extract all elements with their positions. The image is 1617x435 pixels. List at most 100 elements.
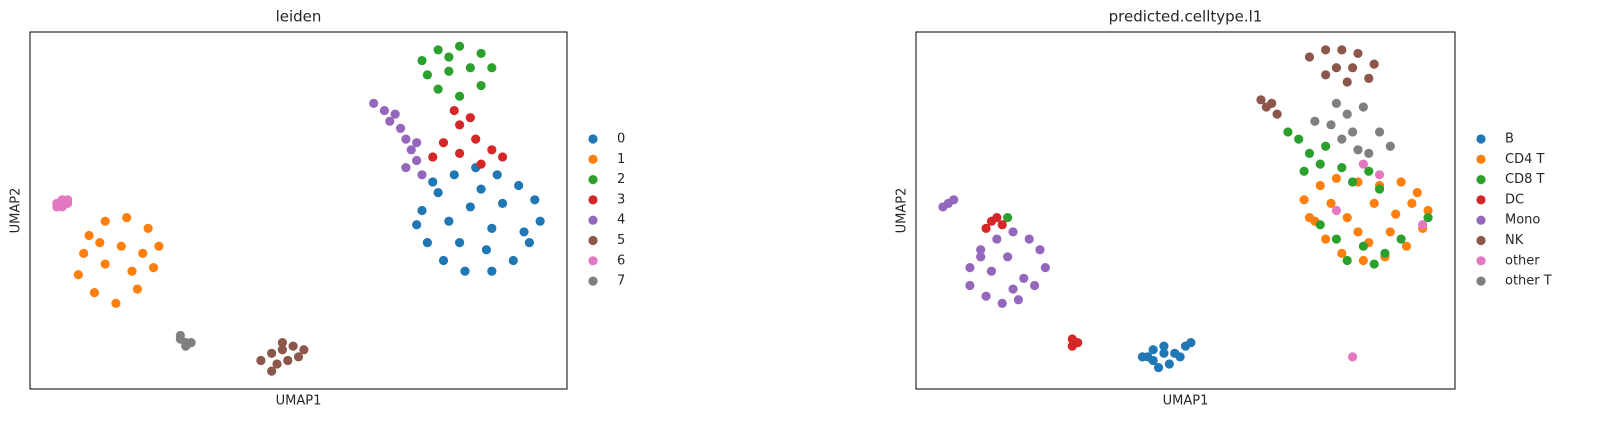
point xyxy=(277,337,287,348)
point xyxy=(519,227,529,237)
legend-label: 4 xyxy=(617,213,625,228)
point xyxy=(111,298,121,308)
point xyxy=(460,266,470,276)
point xyxy=(997,220,1007,230)
legend-marker xyxy=(588,134,598,144)
legend-marker xyxy=(1476,215,1486,225)
point xyxy=(1256,95,1266,105)
point xyxy=(412,155,422,166)
point xyxy=(1358,159,1368,169)
point xyxy=(976,245,986,255)
point xyxy=(1337,45,1347,55)
point xyxy=(1315,180,1325,191)
legend-label: other xyxy=(1505,253,1540,268)
point xyxy=(1331,234,1342,244)
point xyxy=(476,48,486,59)
point xyxy=(293,352,304,362)
point xyxy=(390,109,400,119)
point xyxy=(965,263,975,273)
point xyxy=(422,70,432,80)
point xyxy=(385,116,395,126)
point xyxy=(267,348,277,358)
axes-frame xyxy=(915,31,1456,390)
point xyxy=(1159,348,1169,358)
legend-marker xyxy=(588,195,598,205)
point xyxy=(138,248,148,258)
point xyxy=(1019,273,1029,283)
point xyxy=(1321,70,1331,80)
point xyxy=(438,255,449,266)
point xyxy=(1159,341,1169,351)
legend-marker xyxy=(1476,276,1486,286)
point xyxy=(444,216,454,226)
point xyxy=(1003,252,1013,262)
point xyxy=(992,234,1002,244)
legend-label: 1 xyxy=(617,152,625,167)
point xyxy=(465,113,475,123)
point xyxy=(438,138,449,148)
legend-label: DC xyxy=(1505,192,1524,207)
legend-marker xyxy=(1476,154,1486,164)
point xyxy=(1364,73,1374,84)
point xyxy=(1391,209,1401,219)
point xyxy=(369,98,379,108)
point xyxy=(1299,166,1309,176)
point xyxy=(283,355,293,366)
point xyxy=(417,170,427,180)
point xyxy=(1315,220,1325,230)
point xyxy=(1423,213,1433,223)
legend-label: 7 xyxy=(617,274,625,289)
point xyxy=(492,170,502,180)
point xyxy=(116,241,126,251)
point xyxy=(476,80,486,91)
y-axis-label: UMAP2 xyxy=(895,188,910,234)
point xyxy=(1261,102,1271,112)
point xyxy=(1353,227,1363,237)
point xyxy=(122,213,132,223)
y-axis-label: UMAP2 xyxy=(9,188,24,234)
point xyxy=(1353,145,1363,155)
point xyxy=(1353,48,1363,59)
point xyxy=(981,223,991,233)
legend-marker xyxy=(1476,134,1486,144)
point xyxy=(52,202,62,212)
legend-label: 5 xyxy=(617,233,625,248)
point xyxy=(1347,63,1358,73)
point xyxy=(256,355,266,366)
point xyxy=(175,330,185,341)
point xyxy=(1396,234,1406,244)
point xyxy=(428,177,438,187)
chart-title: predicted.celltype.l1 xyxy=(1109,8,1263,26)
point xyxy=(455,238,465,248)
point xyxy=(1321,45,1331,55)
point xyxy=(465,63,475,73)
point xyxy=(949,195,959,205)
point xyxy=(455,41,465,51)
legend-marker xyxy=(588,235,598,246)
point xyxy=(455,148,465,158)
point xyxy=(277,345,287,355)
point xyxy=(1331,98,1342,108)
point xyxy=(428,152,438,162)
point xyxy=(1385,141,1395,151)
legend-label: 3 xyxy=(617,192,625,207)
legend-marker xyxy=(1476,195,1486,205)
point xyxy=(476,159,486,169)
point xyxy=(1385,227,1395,237)
point xyxy=(524,238,535,248)
point xyxy=(1137,352,1147,362)
point xyxy=(1310,116,1320,126)
point xyxy=(471,134,481,144)
point xyxy=(514,180,524,191)
point xyxy=(476,184,486,194)
point xyxy=(143,223,153,233)
point xyxy=(444,52,454,62)
point xyxy=(272,359,282,369)
legend-marker xyxy=(1476,256,1486,266)
point xyxy=(1358,255,1368,266)
point xyxy=(1326,198,1336,208)
point xyxy=(1347,177,1358,187)
point xyxy=(401,134,411,144)
point xyxy=(1008,227,1018,237)
point xyxy=(1035,245,1045,255)
